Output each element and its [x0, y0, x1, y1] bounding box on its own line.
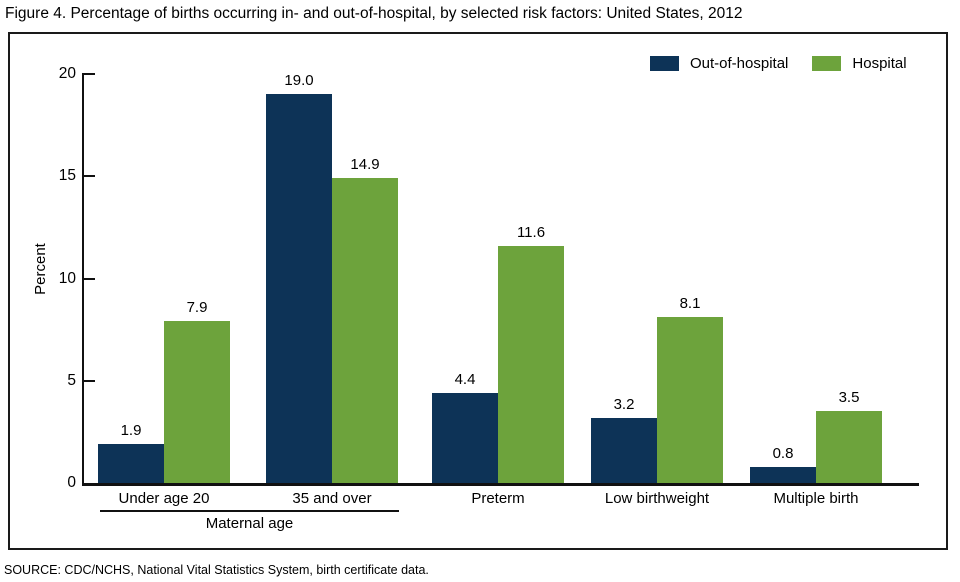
maternal-age-group-line [100, 510, 399, 512]
bar-value-out-of-hospital-multiple-birth: 0.8 [772, 445, 794, 462]
legend-label-out-of-hospital: Out-of-hospital [690, 55, 789, 72]
x-category-label-preterm: Preterm [471, 490, 525, 507]
bar-value-out-of-hospital-preterm: 4.4 [454, 371, 476, 388]
y-tick-label-15: 15 [58, 167, 76, 185]
legend-swatch-hospital-icon [812, 56, 842, 71]
y-axis-line [82, 74, 84, 485]
bar-value-hospital-low-birthweight: 8.1 [679, 295, 701, 312]
legend: Out-of-hospital Hospital [650, 55, 907, 72]
bar-hospital-preterm [498, 246, 564, 483]
x-category-label-35-and-over: 35 and over [292, 490, 372, 507]
y-tick-10 [82, 277, 95, 280]
x-category-label-low-birthweight: Low birthweight [604, 490, 710, 507]
bar-value-out-of-hospital-35-and-over: 19.0 [284, 72, 314, 89]
x-category-label-multiple-birth: Multiple birth [773, 490, 859, 507]
bar-hospital-under-age-20 [164, 321, 230, 483]
y-tick-label-10: 10 [58, 269, 76, 287]
y-tick-label-20: 20 [58, 65, 76, 82]
bar-value-hospital-preterm: 11.6 [516, 224, 546, 241]
bar-hospital-35-and-over [332, 178, 398, 483]
x-axis-line [82, 483, 919, 486]
bar-value-hospital-multiple-birth: 3.5 [838, 389, 860, 406]
bar-out-of-hospital-under-age-20 [98, 444, 164, 483]
y-tick-15 [82, 175, 95, 178]
legend-item-out-of-hospital: Out-of-hospital [650, 55, 788, 72]
bar-hospital-low-birthweight [657, 317, 723, 483]
figure-title: Figure 4. Percentage of births occurring… [5, 5, 743, 22]
y-tick-5 [82, 379, 95, 382]
bar-value-hospital-under-age-20: 7.9 [186, 299, 208, 316]
bar-value-hospital-35-and-over: 14.9 [350, 156, 380, 173]
bar-out-of-hospital-preterm [432, 393, 498, 483]
legend-item-hospital: Hospital [812, 55, 907, 72]
bar-hospital-multiple-birth [816, 411, 882, 483]
legend-swatch-out-of-hospital-icon [650, 56, 679, 71]
bar-out-of-hospital-low-birthweight [591, 418, 657, 483]
y-tick-20 [82, 73, 95, 75]
chart-frame: Out-of-hospital Hospital Percent 0 5 10 15 2… [8, 32, 948, 550]
x-category-label-under-age-20: Under age 20 [118, 490, 210, 507]
bar-value-out-of-hospital-low-birthweight: 3.2 [613, 396, 635, 413]
maternal-age-group-label: Maternal age [205, 515, 294, 532]
bar-value-out-of-hospital-under-age-20: 1.9 [120, 422, 142, 439]
source-note: SOURCE: CDC/NCHS, National Vital Statist… [4, 563, 429, 577]
bar-out-of-hospital-multiple-birth [750, 467, 816, 483]
y-tick-label-0: 0 [67, 474, 76, 491]
legend-label-hospital: Hospital [852, 55, 907, 72]
y-tick-label-5: 5 [67, 371, 76, 389]
bar-out-of-hospital-35-and-over [266, 94, 332, 483]
